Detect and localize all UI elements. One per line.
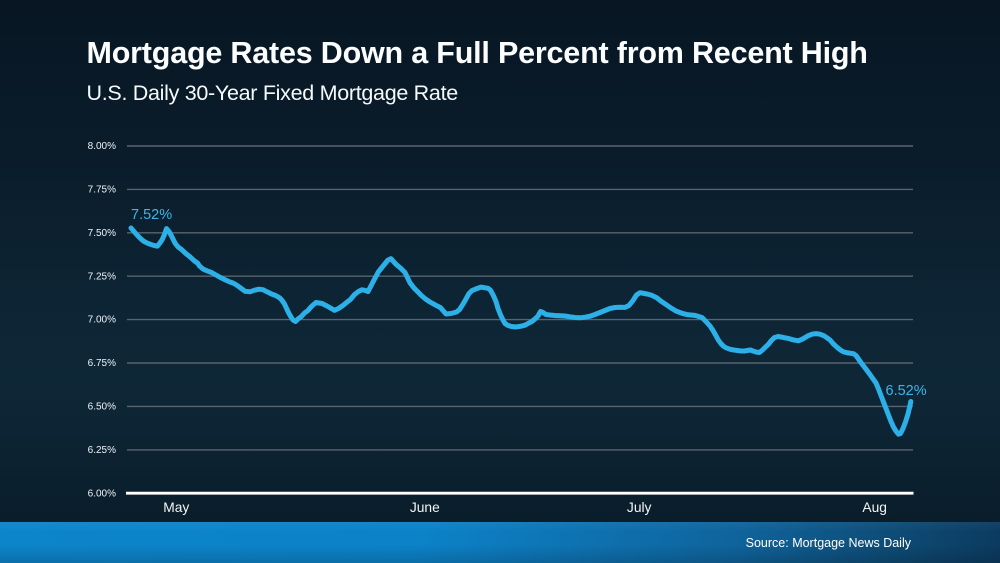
svg-text:7.00%: 7.00% <box>88 315 116 326</box>
svg-text:6.25%: 6.25% <box>88 445 116 456</box>
svg-text:7.50%: 7.50% <box>88 228 116 239</box>
svg-text:Aug: Aug <box>862 500 887 515</box>
svg-text:6.75%: 6.75% <box>88 358 116 369</box>
svg-text:7.52%: 7.52% <box>131 207 172 223</box>
svg-text:May: May <box>163 500 189 515</box>
svg-text:6.00%: 6.00% <box>88 489 116 500</box>
svg-text:6.50%: 6.50% <box>88 402 116 413</box>
svg-text:7.25%: 7.25% <box>88 271 116 282</box>
svg-text:June: June <box>410 500 440 515</box>
svg-text:6.52%: 6.52% <box>886 383 927 399</box>
svg-text:7.75%: 7.75% <box>88 184 116 195</box>
svg-text:8.00%: 8.00% <box>88 141 116 152</box>
svg-text:July: July <box>627 500 652 515</box>
